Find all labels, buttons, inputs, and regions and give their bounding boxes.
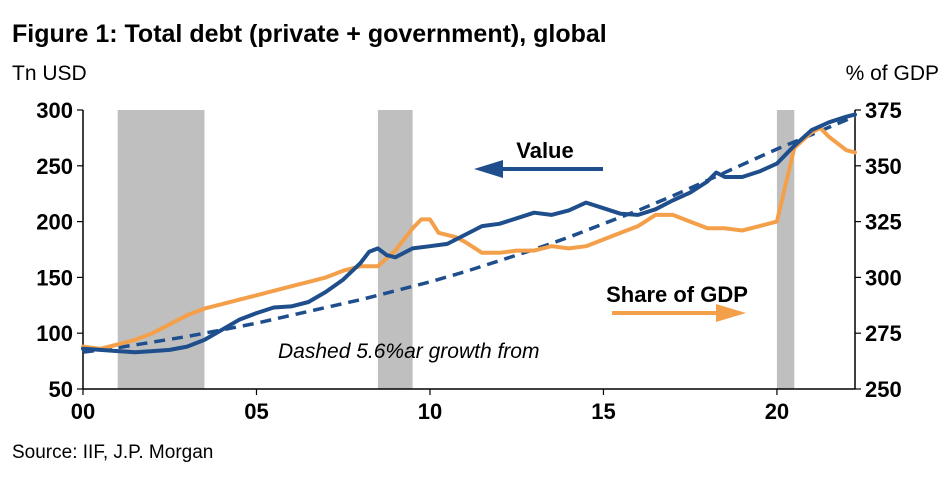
series-lines — [81, 112, 857, 355]
value-label: Value — [516, 138, 573, 163]
left-tick-label: 250 — [36, 154, 73, 179]
series-value-line — [81, 112, 857, 355]
right-tick-label: 325 — [865, 210, 902, 235]
x-tick-label: 10 — [418, 399, 442, 424]
value-arrow-head — [474, 160, 503, 178]
axes — [77, 109, 861, 395]
left-tick-label: 50 — [49, 377, 73, 402]
left-tick-label: 150 — [36, 265, 73, 290]
right-tick-label: 250 — [865, 377, 902, 402]
share-arrow-head — [716, 304, 746, 322]
left-tick-label: 200 — [36, 210, 73, 235]
x-tick-label: 15 — [591, 399, 615, 424]
right-tick-label: 350 — [865, 154, 902, 179]
recession-band-2 — [776, 110, 795, 389]
x-tick-label: 05 — [244, 399, 268, 424]
right-tick-label: 275 — [865, 321, 902, 346]
series-share-of-gdp-line — [81, 125, 857, 351]
dashed-label: Dashed 5.6%ar growth from — [278, 340, 539, 363]
right-tick-label: 300 — [865, 265, 902, 290]
source-note: Source: IIF, J.P. Morgan — [12, 442, 213, 463]
share-label: Share of GDP — [606, 282, 748, 307]
right-axis-unit: % of GDP — [846, 62, 939, 85]
right-tick-label: 375 — [865, 98, 902, 123]
recession-band-0 — [117, 110, 205, 389]
left-axis-unit: Tn USD — [12, 62, 87, 85]
chart-title: Figure 1: Total debt (private + governme… — [12, 20, 607, 48]
left-tick-label: 100 — [36, 321, 73, 346]
left-tick-label: 300 — [36, 98, 73, 123]
x-tick-label: 00 — [71, 399, 95, 424]
x-tick-label: 20 — [765, 399, 789, 424]
tick-labels: 300 250 200 150 100 50 375 350 325 300 275 250 00 05 1… — [36, 98, 901, 424]
